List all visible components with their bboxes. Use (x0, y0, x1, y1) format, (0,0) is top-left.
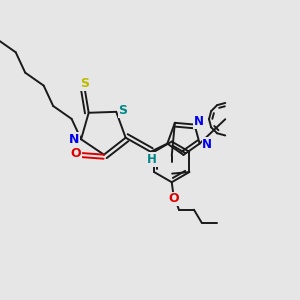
Text: S: S (80, 77, 89, 90)
Text: S: S (118, 104, 127, 117)
Text: N: N (202, 138, 212, 151)
Text: H: H (147, 153, 157, 166)
Text: N: N (194, 115, 204, 128)
Text: O: O (70, 147, 81, 160)
Text: O: O (168, 192, 178, 205)
Text: N: N (69, 133, 80, 146)
